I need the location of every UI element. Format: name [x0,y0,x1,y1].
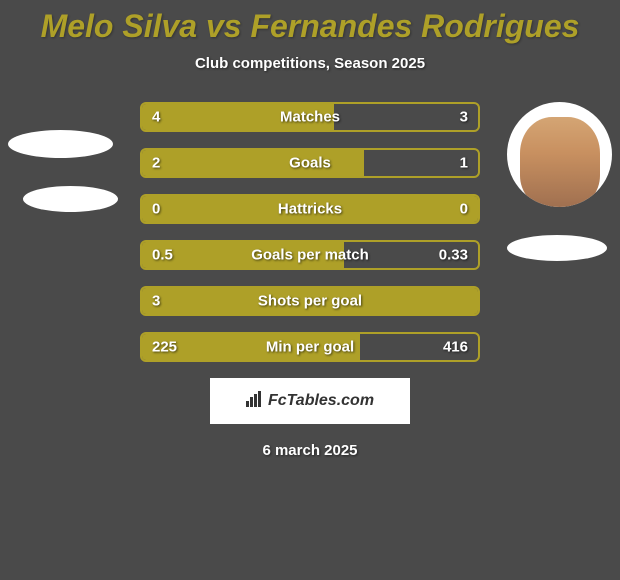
stat-value-left: 4 [152,109,160,126]
player-right-badge [507,235,607,261]
stat-value-right: 3 [460,109,468,126]
stat-row-hattricks: 0 Hattricks 0 [140,194,480,224]
main-area: 4 Matches 3 2 Goals 1 0 Hattricks 0 [0,102,620,459]
stat-value-left: 2 [152,155,160,172]
stat-row-shots-per-goal: 3 Shots per goal [140,286,480,316]
brand-text: FcTables.com [268,392,374,410]
stat-value-left: 0.5 [152,247,173,264]
stat-value-right: 0 [460,201,468,218]
stat-label: Goals [289,155,331,172]
player-left-badge-2 [23,186,118,212]
stat-label: Shots per goal [258,293,362,310]
stat-label: Hattricks [278,201,342,218]
stat-row-matches: 4 Matches 3 [140,102,480,132]
chart-icon [246,391,264,412]
stat-value-left: 225 [152,339,177,356]
avatar-face-icon [520,117,600,207]
stat-row-min-per-goal: 225 Min per goal 416 [140,332,480,362]
page-title: Melo Silva vs Fernandes Rodrigues [0,0,620,45]
footer-date: 6 march 2025 [0,442,620,459]
brand-badge: FcTables.com [210,378,410,424]
player-left-panel [8,102,118,212]
stat-label: Matches [280,109,340,126]
stat-value-left: 0 [152,201,160,218]
stat-value-right: 416 [443,339,468,356]
stat-value-right: 1 [460,155,468,172]
player-right-panel [507,102,612,261]
stats-area: 4 Matches 3 2 Goals 1 0 Hattricks 0 [140,102,480,362]
stat-label: Min per goal [266,339,354,356]
stat-value-left: 3 [152,293,160,310]
stat-row-goals-per-match: 0.5 Goals per match 0.33 [140,240,480,270]
comparison-infographic: Melo Silva vs Fernandes Rodrigues Club c… [0,0,620,580]
stat-row-goals: 2 Goals 1 [140,148,480,178]
subtitle: Club competitions, Season 2025 [0,55,620,72]
stat-value-right: 0.33 [439,247,468,264]
stat-label: Goals per match [251,247,369,264]
player-left-badge-1 [8,130,113,158]
player-right-avatar [507,102,612,207]
